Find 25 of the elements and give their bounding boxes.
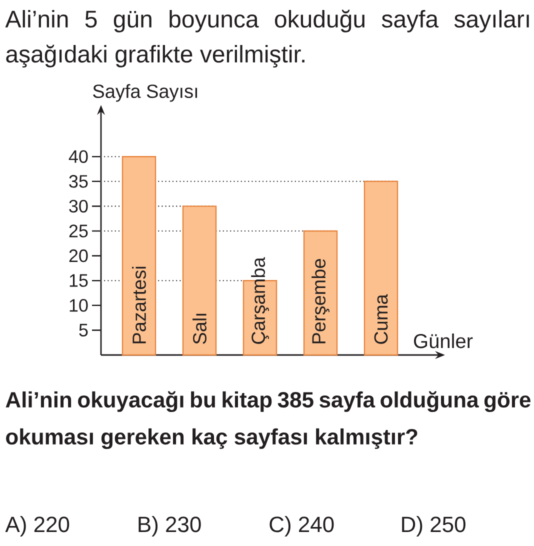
y-tick-label: 20 (69, 249, 88, 262)
text: C) 240 (270, 516, 334, 537)
text: A) 220 (5, 516, 70, 537)
x-tick-label: Çarşamba (251, 257, 269, 344)
text: Ali’nin okuyacağı bu kitap 385 sayfa olduğuna göre okuması gereken kaç sayfası kalmıştır? (6, 391, 530, 450)
x-tick-label: Cuma (374, 294, 388, 344)
x-tick-label: Pazartesi (132, 266, 146, 344)
y-tick-label: 25 (69, 224, 88, 238)
y-tick-label: 35 (69, 175, 88, 188)
chart-title: Ali’nin 5 gün boyunca okuduğu sayfa sayıları aşağıdaki grafikte verilmiştir. (5, 10, 529, 68)
x-tick-label: Perşembe (312, 259, 330, 344)
y-axis-title: Sayfa Sayısı (93, 84, 198, 102)
x-tick-label: Salı (192, 314, 206, 344)
bar (303, 230, 338, 356)
bar (182, 206, 217, 356)
text: B) 230 (138, 516, 201, 537)
text: D) 250 (402, 516, 466, 537)
y-tick-label: 15 (70, 274, 88, 287)
y-tick-label: 40 (68, 150, 88, 163)
x-axis-title: Günler (414, 333, 473, 348)
bar (122, 156, 156, 356)
y-tick-label: 30 (69, 200, 88, 213)
y-tick-label: 5 (79, 324, 88, 336)
bar (364, 180, 398, 356)
y-tick-label: 10 (70, 299, 88, 312)
